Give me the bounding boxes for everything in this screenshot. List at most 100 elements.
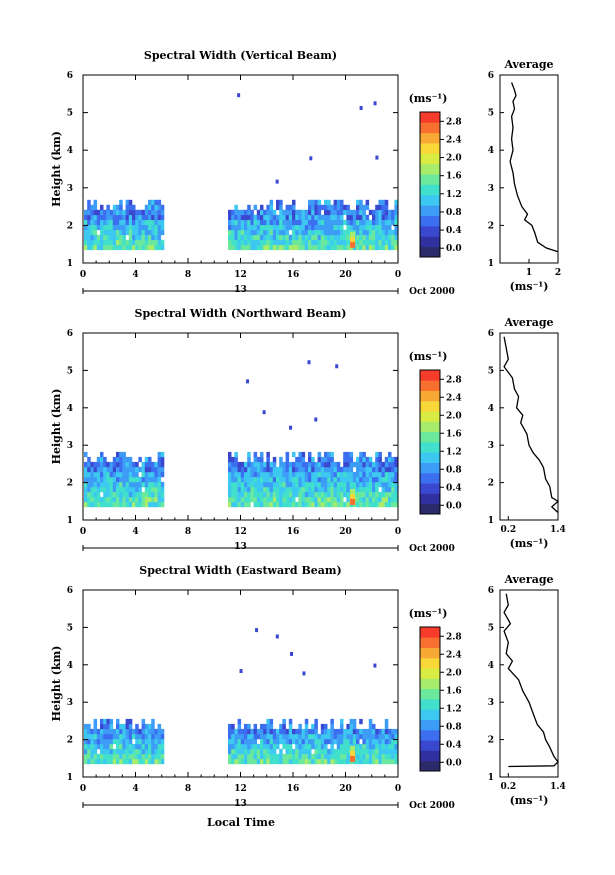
- heatmap-cell: [151, 461, 155, 468]
- heatmap-cell: [346, 239, 350, 246]
- day-label: 13: [234, 285, 247, 295]
- heatmap-cell: [272, 214, 277, 221]
- heatmap-cell: [317, 219, 322, 226]
- heatmap-cell: [100, 219, 104, 226]
- colorbar-swatch: [420, 462, 440, 474]
- heatmap-cell: [231, 748, 235, 755]
- avg-y-tick-label: 4: [488, 661, 494, 671]
- heatmap-cell: [112, 501, 117, 508]
- heatmap-cell: [362, 743, 366, 750]
- heatmap-cell: [320, 456, 325, 463]
- heatmap-cell: [359, 486, 363, 493]
- heatmap-cell: [308, 471, 312, 478]
- heatmap-cell: [122, 743, 126, 750]
- heatmap-cell: [103, 456, 107, 463]
- heatmap-cell: [132, 728, 136, 735]
- heatmap-cell: [394, 219, 398, 226]
- heatmap-cell: [365, 224, 370, 231]
- heatmap-cell: [276, 229, 280, 236]
- heatmap-cell: [244, 738, 248, 745]
- heatmap-cell: [272, 239, 277, 246]
- heatmap-cell: [356, 466, 360, 473]
- heatmap-cell: [100, 481, 104, 488]
- heatmap-cell: [311, 728, 315, 735]
- heatmap-cell: [154, 224, 158, 231]
- heatmap-cell: [298, 491, 302, 498]
- heatmap-cell: [237, 486, 242, 493]
- heatmap-cell: [343, 461, 347, 468]
- heatmap-cell: [103, 461, 107, 468]
- heatmap-cell: [375, 214, 379, 221]
- heatmap-cell: [276, 491, 280, 498]
- heatmap-cell: [375, 471, 379, 478]
- heatmap-cell: [106, 743, 110, 750]
- heatmap-cell: [298, 471, 302, 478]
- heatmap-cell: [231, 209, 235, 216]
- heatmap-cell: [292, 486, 296, 493]
- heatmap-cell: [336, 466, 341, 473]
- heatmap-cell: [90, 496, 94, 503]
- heatmap-cell: [336, 204, 341, 211]
- heatmap-cell: [388, 491, 392, 498]
- avg-x-label: (ms⁻¹): [510, 280, 549, 293]
- heatmap-cell: [109, 224, 114, 231]
- heatmap-cell: [135, 224, 139, 231]
- heatmap-cell: [388, 466, 392, 473]
- heatmap-cell: [125, 728, 130, 735]
- heatmap-cell: [295, 501, 299, 508]
- heatmap-cell: [237, 209, 242, 216]
- heatmap-cell: [260, 748, 264, 755]
- heatmap-cell: [324, 244, 328, 251]
- heatmap-cell: [292, 476, 296, 483]
- heatmap-cell: [90, 486, 94, 493]
- heatmap-cell: [368, 466, 373, 473]
- heatmap-cell: [234, 214, 238, 221]
- heatmap-cell: [151, 753, 155, 760]
- heatmap-cell: [157, 723, 162, 730]
- heatmap-cell: [352, 733, 357, 740]
- heatmap-cell: [141, 758, 146, 765]
- heatmap-cell: [388, 244, 392, 251]
- heatmap-cell: [151, 743, 155, 750]
- heatmap-cell: [125, 456, 130, 463]
- heatmap-cell: [260, 224, 264, 231]
- heatmap-cell: [269, 491, 274, 498]
- heatmap-cell: [250, 229, 254, 236]
- heatmap-cell: [231, 234, 235, 241]
- heatmap-cell: [298, 738, 302, 745]
- heatmap-cell: [285, 466, 290, 473]
- heatmap-cell: [263, 753, 267, 760]
- heatmap-cell: [276, 224, 280, 231]
- heatmap-cell: [311, 491, 315, 498]
- heatmap-cell: [260, 486, 264, 493]
- heatmap-cell: [304, 461, 309, 468]
- heatmap-cell: [100, 234, 104, 241]
- heatmap-cell: [128, 224, 133, 231]
- heatmap-cell: [282, 733, 286, 740]
- heatmap-cell: [279, 738, 283, 745]
- heatmap-cell: [356, 199, 360, 206]
- heatmap-cell: [116, 501, 120, 508]
- heatmap-cell: [368, 244, 373, 251]
- heatmap-cell: [135, 471, 139, 478]
- heatmap-cell: [308, 214, 312, 221]
- heatmap-cell: [266, 491, 270, 498]
- heatmap-cell: [128, 486, 133, 493]
- heatmap-cell: [311, 466, 315, 473]
- heatmap-cell: [96, 239, 101, 246]
- heatmap-cell: [391, 456, 395, 463]
- heatmap-cell: [151, 239, 155, 246]
- heatmap-cell: [119, 461, 123, 468]
- heatmap-cell: [160, 486, 165, 493]
- heatmap-cell: [314, 229, 318, 236]
- heatmap-cell: [324, 481, 328, 488]
- heatmap-cell: [122, 244, 126, 251]
- avg-profile-line: [503, 593, 559, 768]
- heatmap-cell: [394, 491, 398, 498]
- heatmap-cell: [266, 244, 270, 251]
- heatmap-cell: [282, 743, 286, 750]
- colorbar-tick-label: 2.0: [446, 668, 462, 678]
- heatmap-cell: [324, 496, 328, 503]
- heatmap-cell: [247, 496, 251, 503]
- heatmap-cell: [144, 738, 149, 745]
